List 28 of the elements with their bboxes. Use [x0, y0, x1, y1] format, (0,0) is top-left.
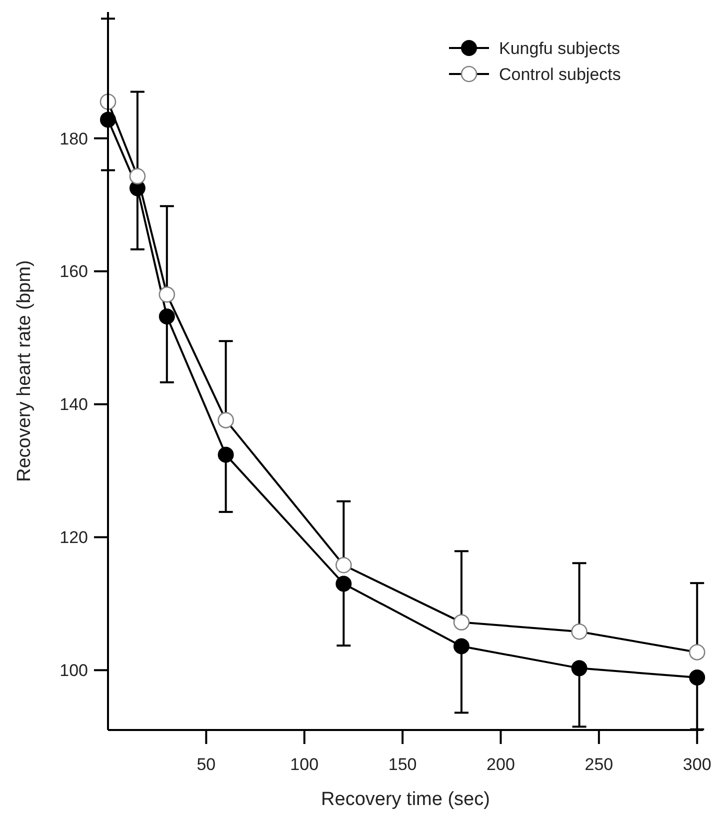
- y-tick-label: 180: [60, 129, 88, 148]
- x-tick-label: 50: [196, 755, 216, 774]
- y-tick-label: 140: [60, 395, 88, 414]
- y-tick-label: 160: [60, 262, 88, 282]
- legend-label: Control subjects: [499, 64, 621, 84]
- point: [688, 644, 706, 660]
- y-tick-label: 120: [60, 528, 88, 548]
- x-tick-label: 200: [486, 755, 515, 774]
- point: [129, 168, 146, 184]
- point: [158, 308, 175, 324]
- point: [335, 556, 352, 574]
- point: [218, 446, 234, 463]
- y-axis-title: Recovery heart rate (bpm): [14, 260, 35, 482]
- x-tick-label: 250: [584, 755, 614, 774]
- point: [571, 623, 588, 640]
- point: [158, 286, 176, 303]
- point: [453, 638, 470, 654]
- legend-label: Kungfu subjects: [499, 38, 620, 58]
- point: [336, 576, 352, 592]
- x-tick-label: 150: [388, 755, 417, 774]
- x-tick-label: 300: [682, 755, 712, 774]
- point: [453, 614, 470, 630]
- point: [218, 412, 234, 428]
- x-axis-title: Recovery time (sec): [321, 789, 490, 810]
- y-tick-label: 100: [60, 661, 88, 680]
- x-tick-label: 100: [290, 755, 319, 774]
- point: [571, 660, 588, 676]
- point: [689, 669, 706, 686]
